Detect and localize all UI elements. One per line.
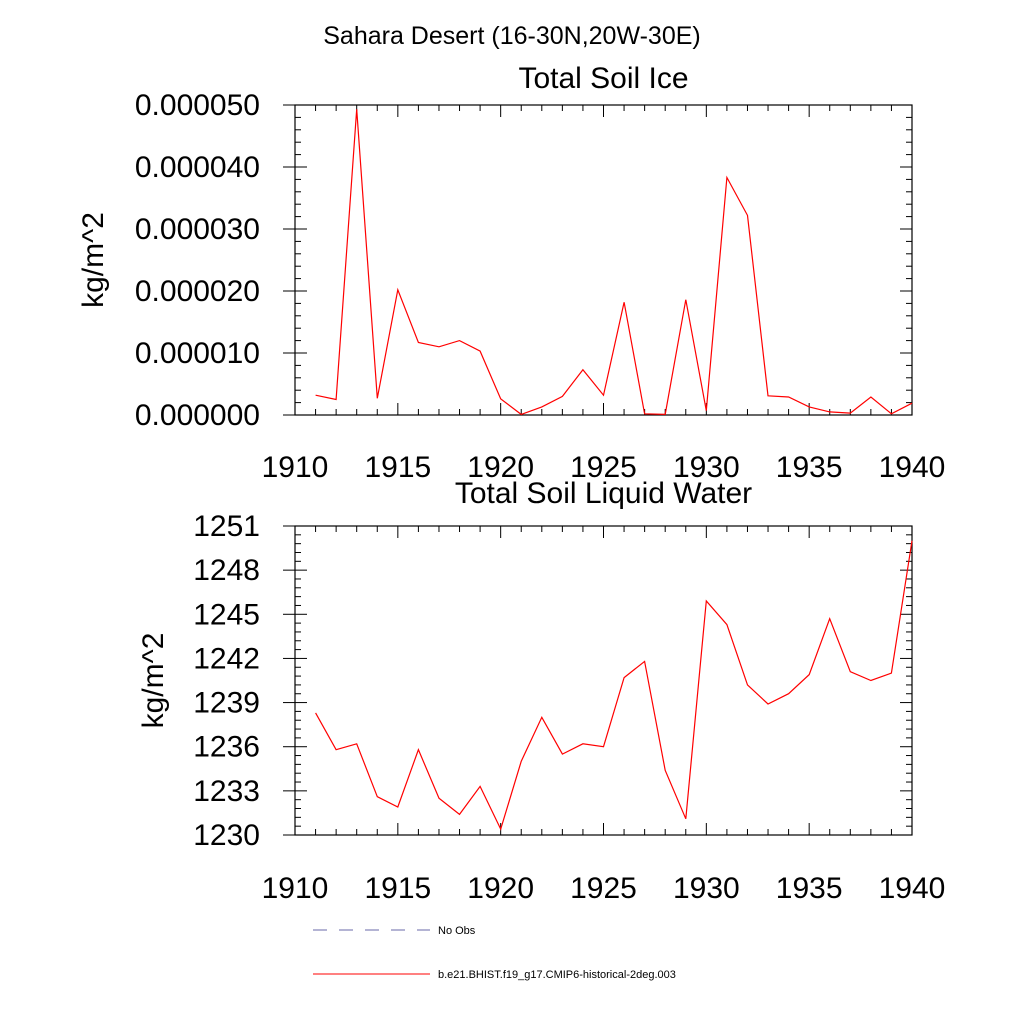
panel-total-soil-ice: Total Soil Ice kg/m^2 1910 1915 1920 1925 1930… [77,62,945,484]
x-tick-label-soil-ice: 1940 [879,451,946,484]
legend: No Obs b.e21.BHIST.f19_g17.CMIP6-histori… [313,925,676,981]
x-tick-label-soil-liquid: 1925 [570,872,637,905]
y-tick-label-soil-ice: 0.000000 [135,399,260,432]
x-tick-label-soil-liquid: 1935 [776,872,843,905]
y-tick-label-soil-liquid: 1236 [193,731,260,764]
y-tick-label-soil-liquid: 1245 [193,598,260,631]
series-line-soil-liquid [315,540,913,831]
y-tick-label-soil-liquid: 1230 [193,819,260,852]
y-tick-label-soil-ice: 0.000020 [135,275,260,308]
x-tick-label-soil-liquid: 1920 [467,872,534,905]
x-tick-label-soil-ice: 1930 [673,451,740,484]
x-tick-label-soil-ice: 1935 [776,451,843,484]
figure-suptitle: Sahara Desert (16-30N,20W-30E) [323,22,701,50]
y-tick-label-soil-ice: 0.000010 [135,337,260,370]
y-tick-label-soil-liquid: 1239 [193,687,260,720]
x-tick-label-soil-liquid: 1930 [673,872,740,905]
y-axis-label-soil-ice: kg/m^2 [77,212,110,308]
legend-label-no-obs: No Obs [438,925,476,937]
y-tick-label-soil-ice: 0.000040 [135,151,260,184]
chart-title-soil-liquid: Total Soil Liquid Water [455,477,752,510]
y-tick-label-soil-liquid: 1242 [193,642,260,675]
y-tick-label-soil-ice: 0.000050 [135,89,260,122]
chart-title-soil-ice: Total Soil Ice [518,62,688,95]
x-tick-label-soil-ice: 1925 [570,451,637,484]
y-axis-label-soil-liquid: kg/m^2 [137,633,170,729]
panel-total-soil-liquid-water: Total Soil Liquid Water kg/m^2 1910 1915 192… [137,477,945,905]
plot-frame-soil-ice [294,104,913,416]
x-tick-label-soil-ice: 1915 [364,451,431,484]
plot-frame-soil-liquid [294,525,913,836]
x-tick-label-soil-liquid: 1940 [879,872,946,905]
y-tick-label-soil-liquid: 1248 [193,554,260,587]
legend-label-model-run: b.e21.BHIST.f19_g17.CMIP6-historical-2de… [438,969,676,981]
y-tick-label-soil-liquid: 1233 [193,775,260,808]
y-tick-label-soil-liquid: 1251 [193,510,260,543]
x-tick-label-soil-ice: 1920 [467,451,534,484]
series-line-soil-ice [315,109,913,416]
y-tick-label-soil-ice: 0.000030 [135,213,260,246]
x-tick-label-soil-liquid: 1915 [364,872,431,905]
x-tick-label-soil-liquid: 1910 [262,872,329,905]
x-tick-label-soil-ice: 1910 [262,451,329,484]
